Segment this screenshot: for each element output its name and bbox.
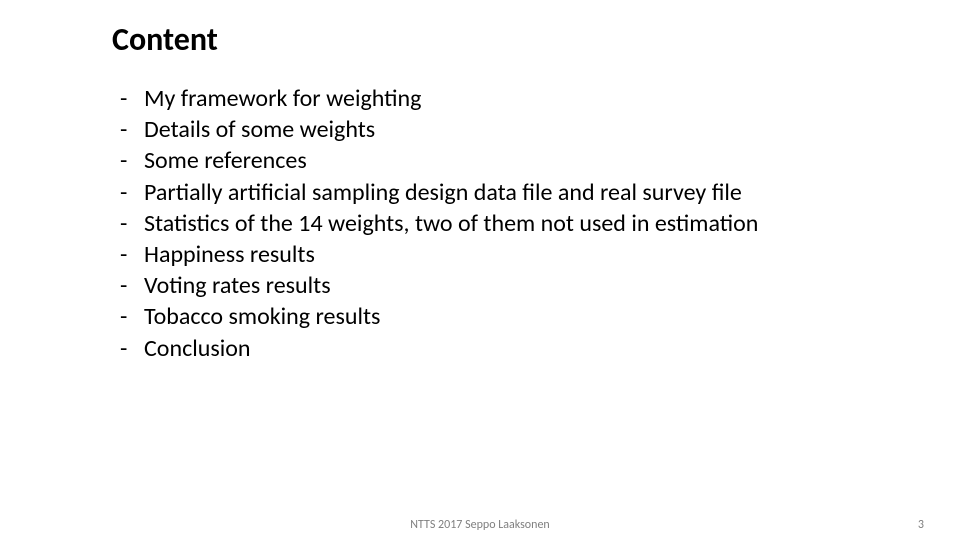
bullet-text: Happiness results — [144, 239, 900, 270]
list-item: - Details of some weights — [120, 114, 900, 145]
list-item: - Partially artificial sampling design d… — [120, 177, 900, 208]
list-item: - Happiness results — [120, 239, 900, 270]
bullet-dash: - — [120, 333, 144, 364]
list-item: - Some references — [120, 145, 900, 176]
bullet-dash: - — [120, 208, 144, 239]
bullet-dash: - — [120, 270, 144, 301]
bullet-text: Partially artificial sampling design dat… — [144, 177, 900, 208]
bullet-text: My framework for weighting — [144, 83, 900, 114]
bullet-text: Conclusion — [144, 333, 900, 364]
page-number: 3 — [918, 518, 924, 532]
bullet-dash: - — [120, 114, 144, 145]
list-item: - Conclusion — [120, 333, 900, 364]
bullet-dash: - — [120, 301, 144, 332]
content-list: - My framework for weighting - Details o… — [112, 83, 900, 364]
bullet-dash: - — [120, 177, 144, 208]
list-item: - Statistics of the 14 weights, two of t… — [120, 208, 900, 239]
slide: Content - My framework for weighting - D… — [0, 0, 960, 540]
bullet-dash: - — [120, 145, 144, 176]
bullet-text: Details of some weights — [144, 114, 900, 145]
footer-text: NTTS 2017 Seppo Laaksonen — [410, 518, 549, 532]
page-title: Content — [112, 20, 900, 59]
bullet-text: Tobacco smoking results — [144, 301, 900, 332]
bullet-text: Some references — [144, 145, 900, 176]
list-item: - Tobacco smoking results — [120, 301, 900, 332]
list-item: - My framework for weighting — [120, 83, 900, 114]
bullet-text: Statistics of the 14 weights, two of the… — [144, 208, 900, 239]
bullet-text: Voting rates results — [144, 270, 900, 301]
bullet-dash: - — [120, 239, 144, 270]
list-item: - Voting rates results — [120, 270, 900, 301]
bullet-dash: - — [120, 83, 144, 114]
